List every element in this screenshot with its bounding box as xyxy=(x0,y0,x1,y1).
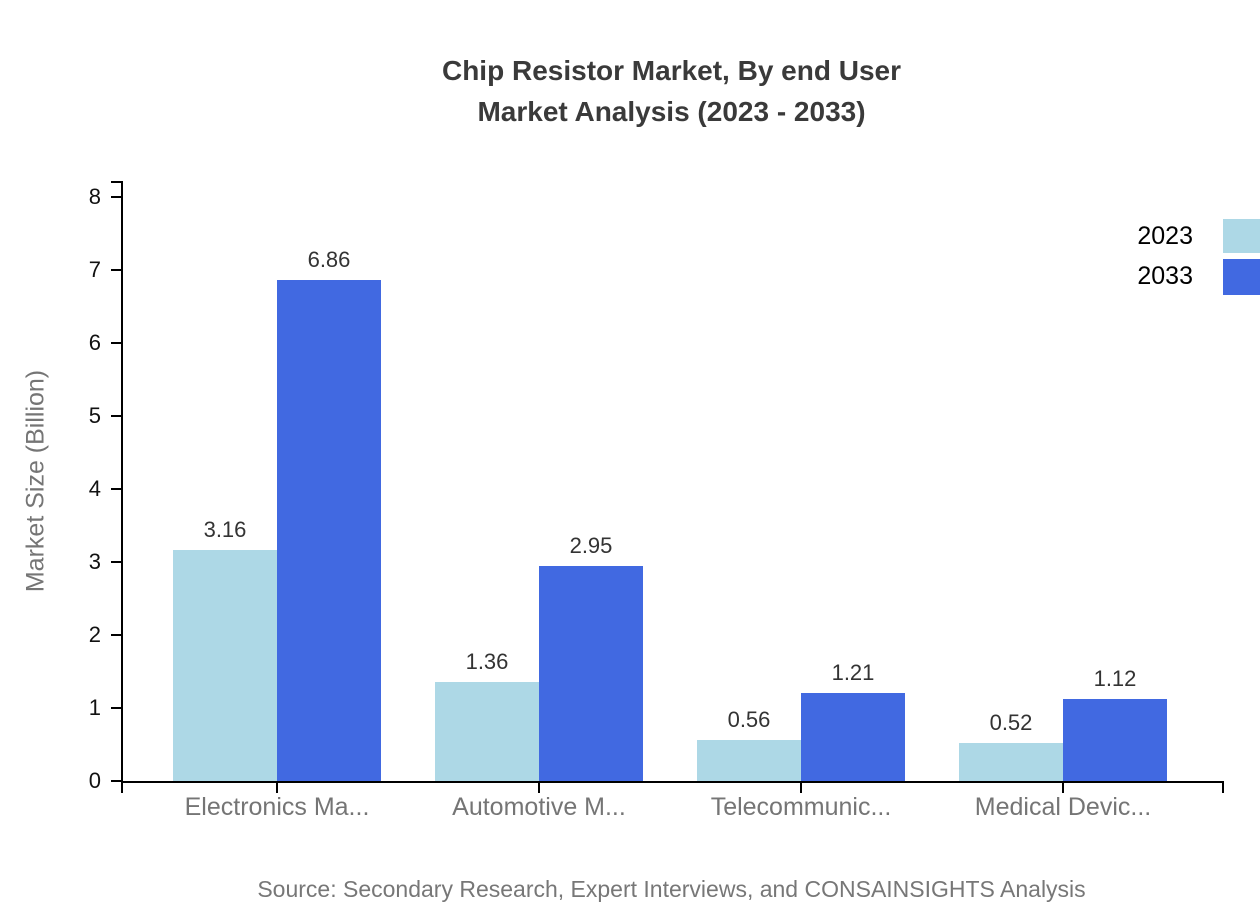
y-tick-label: 6 xyxy=(88,330,101,355)
y-tick xyxy=(111,415,121,417)
x-category-label: Automotive M... xyxy=(452,793,626,821)
bar-2033 xyxy=(1063,699,1167,781)
y-tick-label: 3 xyxy=(88,549,101,574)
bar-value-label: 3.16 xyxy=(203,517,247,542)
y-tick xyxy=(111,342,121,344)
bar-2033 xyxy=(539,566,643,781)
y-tick xyxy=(111,780,121,782)
legend-label-2023: 2023 xyxy=(1137,222,1193,250)
bar-2023 xyxy=(173,550,277,781)
y-tick xyxy=(111,196,121,198)
bar-value-label: 6.86 xyxy=(307,247,351,272)
bar-value-label: 1.36 xyxy=(465,649,509,674)
legend-swatch-2033 xyxy=(1223,259,1260,295)
x-tick xyxy=(538,783,540,793)
y-tick-label: 5 xyxy=(88,403,101,428)
bar-2033 xyxy=(801,693,905,781)
y-axis-top-cap xyxy=(111,181,123,183)
bar-value-label: 0.52 xyxy=(989,710,1033,735)
y-axis-label: Market Size (Billion) xyxy=(21,369,50,593)
source-attribution: Source: Secondary Research, Expert Inter… xyxy=(257,876,1086,902)
y-tick-label: 1 xyxy=(88,695,101,720)
x-axis-right-end-cap xyxy=(1222,781,1224,793)
x-axis-left-end-cap xyxy=(121,781,123,793)
y-tick-label: 7 xyxy=(88,257,101,282)
bar-2023 xyxy=(435,682,539,781)
bar-value-label: 2.95 xyxy=(569,533,613,558)
y-tick-label: 2 xyxy=(88,622,101,647)
bar-value-label: 1.12 xyxy=(1093,666,1137,691)
y-tick xyxy=(111,707,121,709)
x-category-label: Medical Devic... xyxy=(974,793,1152,821)
chart-title-line1: Chip Resistor Market, By end User xyxy=(441,55,902,86)
x-tick xyxy=(800,783,802,793)
x-tick xyxy=(276,783,278,793)
y-tick xyxy=(111,269,121,271)
x-category-label: Electronics Ma... xyxy=(184,793,370,821)
chart-title: Chip Resistor Market, By end User Market… xyxy=(121,50,1222,132)
y-tick xyxy=(111,634,121,636)
x-tick xyxy=(1062,783,1064,793)
bar-2023 xyxy=(959,743,1063,781)
y-tick-label: 0 xyxy=(88,768,101,793)
plot-area: 0 1 2 3 4 5 6 7 8 Electronics Ma... 3.16 6.86 Automo… xyxy=(89,181,1224,821)
y-tick xyxy=(111,561,121,563)
y-tick xyxy=(111,488,121,490)
chart-title-line2: Market Analysis (2023 - 2033) xyxy=(477,96,866,127)
bar-2033 xyxy=(277,280,381,781)
y-tick-label: 4 xyxy=(88,476,101,501)
bar-value-label: 1.21 xyxy=(831,660,875,685)
legend-swatch-2023 xyxy=(1223,219,1260,253)
legend-label-2033: 2033 xyxy=(1137,262,1193,290)
y-tick-label: 8 xyxy=(88,184,101,209)
bar-value-label: 0.56 xyxy=(727,707,771,732)
x-category-label: Telecommunic... xyxy=(710,793,892,821)
bar-2023 xyxy=(697,740,801,781)
